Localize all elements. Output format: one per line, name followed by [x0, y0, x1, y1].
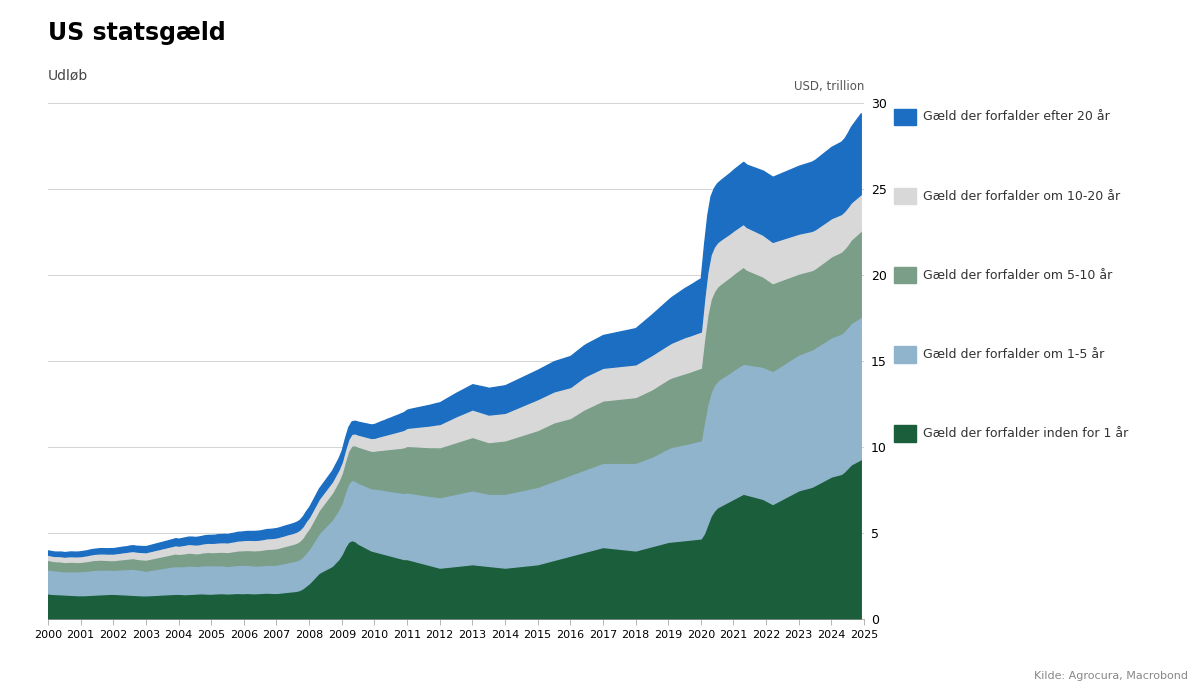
Text: Gæld der forfalder efter 20 år: Gæld der forfalder efter 20 år [923, 111, 1110, 123]
Text: Gæld der forfalder om 10-20 år: Gæld der forfalder om 10-20 år [923, 190, 1120, 202]
Text: Gæld der forfalder om 5-10 år: Gæld der forfalder om 5-10 år [923, 269, 1112, 281]
Text: Kilde: Agrocura, Macrobond: Kilde: Agrocura, Macrobond [1034, 671, 1188, 681]
Text: Udløb: Udløb [48, 69, 89, 83]
Text: Gæld der forfalder om 1-5 år: Gæld der forfalder om 1-5 år [923, 348, 1104, 361]
Text: USD, trillion: USD, trillion [793, 80, 864, 93]
Text: Gæld der forfalder inden for 1 år: Gæld der forfalder inden for 1 år [923, 427, 1128, 440]
Text: US statsgæld: US statsgæld [48, 21, 226, 45]
